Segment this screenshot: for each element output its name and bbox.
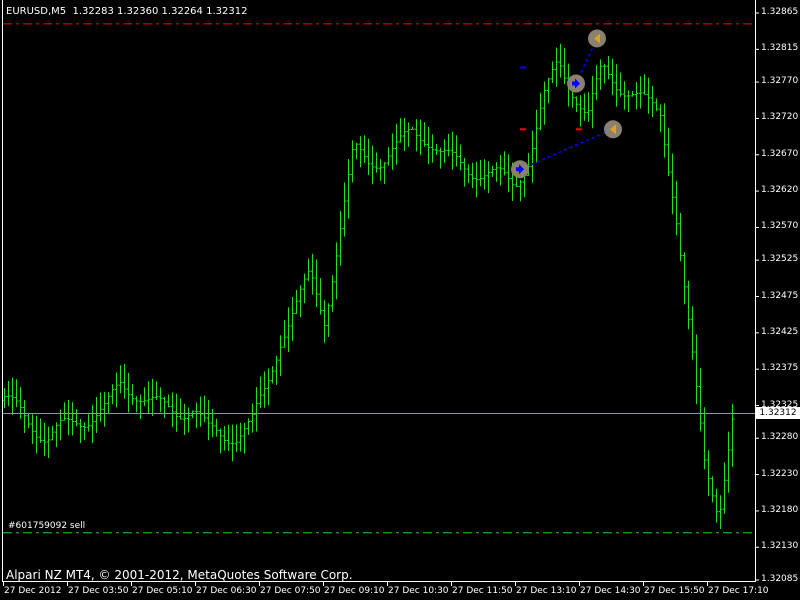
price-tick-label: 1.32280 xyxy=(761,432,799,443)
time-tick-label: 27 Dec 11:50 xyxy=(452,586,513,596)
price-tick-label: 1.32325 xyxy=(761,399,799,410)
time-tick-label: 27 Dec 03:50 xyxy=(68,586,129,596)
time-tick-label: 27 Dec 17:10 xyxy=(708,586,769,596)
time-tick-label: 27 Dec 05:10 xyxy=(132,586,193,596)
copyright-text: Alpari NZ MT4, © 2001-2012, MetaQuotes S… xyxy=(6,568,353,582)
close-arrow-icon xyxy=(594,33,600,44)
trade-line xyxy=(519,128,614,170)
trade-overlay xyxy=(3,23,755,534)
price-tick-label: 1.32620 xyxy=(761,185,799,196)
price-tick-label: 1.32180 xyxy=(761,504,799,515)
price-tick-label: 1.32375 xyxy=(761,363,799,374)
time-tick-label: 27 Dec 14:30 xyxy=(580,586,641,596)
price-tick-label: 1.32525 xyxy=(761,254,799,265)
price-tick-label: 1.32770 xyxy=(761,76,799,87)
time-tick-label: 27 Dec 10:30 xyxy=(388,586,449,596)
price-tick-label: 1.32425 xyxy=(761,326,799,337)
close-arrow-icon xyxy=(610,124,616,135)
time-tick-label: 27 Dec 09:10 xyxy=(324,586,385,596)
time-tick-label: 27 Dec 2012 xyxy=(4,586,62,596)
order-label[interactable]: #601759092 sell xyxy=(8,521,86,531)
price-tick-label: 1.32815 xyxy=(761,43,799,54)
buy-arrow-icon xyxy=(516,164,524,175)
price-tick-label: 1.32475 xyxy=(761,290,799,301)
time-tick-label: 27 Dec 13:10 xyxy=(516,586,577,596)
price-tick-label: 1.32085 xyxy=(761,574,799,584)
current-price-label: 1.32312 xyxy=(756,407,800,419)
time-tick-label: 27 Dec 07:50 xyxy=(260,586,321,596)
price-tick-label: 1.32130 xyxy=(761,541,799,552)
chart-title: EURUSD,M5 1.32283 1.32360 1.32264 1.3231… xyxy=(6,6,247,17)
ohlc-bars xyxy=(3,43,735,530)
price-tick-label: 1.32570 xyxy=(761,221,799,232)
time-tick-label: 27 Dec 06:30 xyxy=(196,586,257,596)
symbol-timeframe: EURUSD,M5 xyxy=(6,6,67,17)
axis-ticks xyxy=(3,12,759,586)
ohlc-values: 1.32283 1.32360 1.32264 1.32312 xyxy=(72,6,248,17)
time-tick-label: 27 Dec 15:50 xyxy=(644,586,705,596)
price-tick-label: 1.32670 xyxy=(761,148,799,159)
price-tick-label: 1.32720 xyxy=(761,112,799,123)
price-tick-label: 1.32230 xyxy=(761,468,799,479)
buy-arrow-icon xyxy=(572,78,580,89)
price-tick-label: 1.32865 xyxy=(761,7,799,17)
